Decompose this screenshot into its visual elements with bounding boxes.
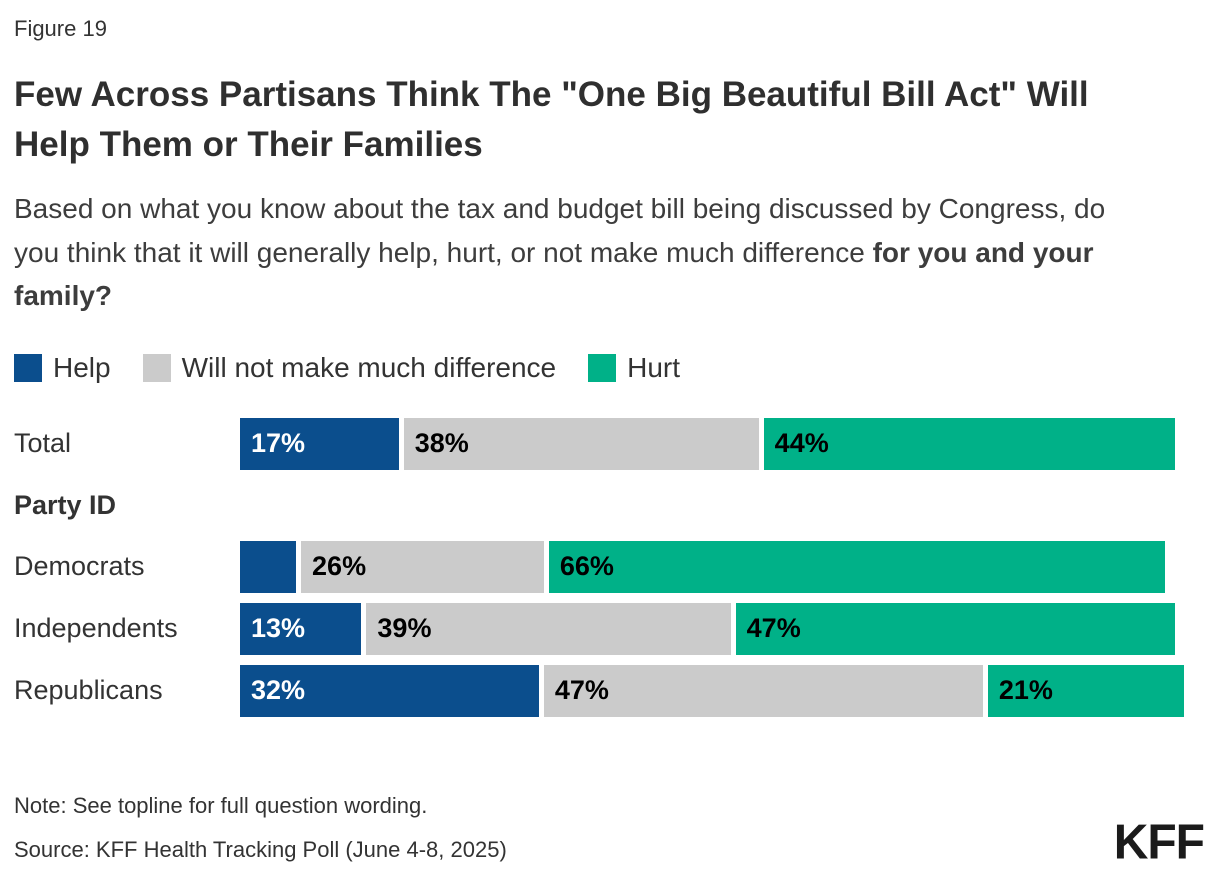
bar-row-democrats: Democrats 26% 66% — [14, 540, 1184, 593]
bar-segment-help: 13% — [240, 602, 362, 655]
bar-segment-help: 32% — [240, 664, 539, 717]
legend-item-help: Help — [14, 352, 111, 384]
legend-swatch-no-difference — [142, 353, 171, 382]
stacked-bar: 32% 47% 21% — [240, 664, 1184, 717]
bar-segment-hurt: 21% — [987, 664, 1184, 717]
legend-label: Help — [53, 351, 111, 383]
stacked-bar: 13% 39% 47% — [240, 602, 1184, 655]
bar-row-total: Total 17% 38% 44% — [14, 417, 1184, 470]
question-bold: for you and your family? — [14, 236, 1094, 312]
figure-label: Figure 19 — [14, 16, 107, 41]
chart-title: Few Across Partisans Think The "One Big … — [14, 75, 1089, 164]
bar-segment-will: 39% — [366, 602, 731, 655]
total-row-host: Total 17% 38% 44% — [14, 417, 1184, 470]
bar-segment-hurt: 47% — [735, 602, 1175, 655]
section-heading: Party ID — [14, 489, 117, 520]
kff-logo: KFF — [1113, 815, 1205, 870]
row-label: Independents — [14, 613, 178, 644]
legend-item-hurt: Hurt — [588, 352, 680, 384]
source-text: Source: KFF Health Tracking Poll (June 4… — [14, 836, 507, 862]
question-text: Based on what you know about the tax and… — [14, 187, 1144, 317]
bar-segment-will: 47% — [543, 664, 983, 717]
bar-segment-will: 38% — [403, 417, 759, 470]
question-regular: Based on what you know about the tax and… — [14, 193, 1106, 268]
footnotes: Note: See topline for full question word… — [14, 793, 1206, 864]
row-label: Democrats — [14, 551, 145, 582]
legend-label: Hurt — [627, 351, 681, 383]
bar-segment-hurt: 66% — [548, 540, 1166, 593]
party-rows-host: Democrats 26% 66% Independents 13% 39% 47% Repu… — [14, 540, 1184, 717]
row-label: Republicans — [14, 675, 163, 706]
bar-row-republicans: Republicans 32% 47% 21% — [14, 664, 1184, 717]
stacked-bar: 17% 38% 44% — [240, 417, 1184, 470]
legend-swatch-hurt — [588, 353, 617, 382]
bar-segment-will: 26% — [301, 540, 544, 593]
stacked-bar-chart: Total 17% 38% 44% Party ID Democrats 26% 66% I… — [14, 417, 1206, 717]
legend-swatch-help — [14, 353, 42, 382]
legend-label: Will not make much difference — [181, 351, 557, 383]
note-text: Note: See topline for full question word… — [14, 792, 428, 818]
legend: Help Will not make much difference Hurt — [14, 352, 1206, 384]
bar-row-independents: Independents 13% 39% 47% — [14, 602, 1184, 655]
bar-segment-hurt: 44% — [763, 417, 1175, 470]
legend-item-no-difference: Will not make much difference — [142, 351, 557, 384]
bar-segment-help — [240, 540, 297, 593]
bar-segment-help: 17% — [240, 417, 399, 470]
row-label: Total — [14, 428, 72, 459]
stacked-bar: 26% 66% — [240, 540, 1184, 593]
